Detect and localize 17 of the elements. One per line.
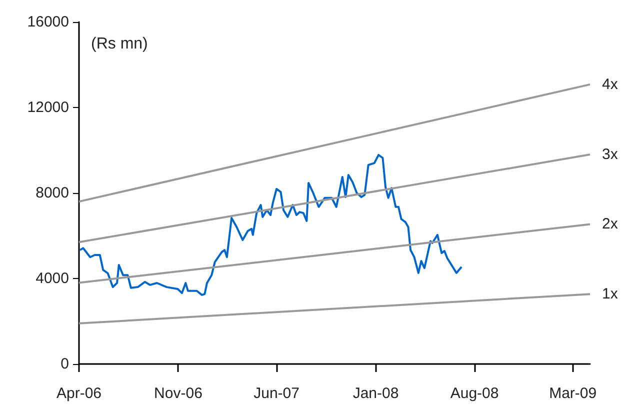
line-series xyxy=(78,154,463,296)
y-tick-label: 4000 xyxy=(36,270,69,287)
x-tick-label: Mar-09 xyxy=(549,385,597,402)
series-label: 1x xyxy=(602,286,618,303)
x-tick-label: Apr-06 xyxy=(56,385,102,402)
x-tick-label: Jan-08 xyxy=(352,385,399,402)
series-label: 4x xyxy=(602,76,618,93)
series-label: 3x xyxy=(602,146,618,164)
series-label: 2x xyxy=(602,216,618,233)
x-tick-label: Jun-07 xyxy=(254,385,300,402)
x-tick-label: Nov-06 xyxy=(154,385,202,402)
y-axis-title: (Rs mn) xyxy=(91,36,148,52)
y-tick-label: 16000 xyxy=(27,14,69,30)
y-tick-label: 0 xyxy=(60,356,69,372)
x-tick-label: Aug-08 xyxy=(450,385,499,402)
y-tick-label: 8000 xyxy=(36,184,69,202)
y-tick-label: 12000 xyxy=(27,99,69,116)
